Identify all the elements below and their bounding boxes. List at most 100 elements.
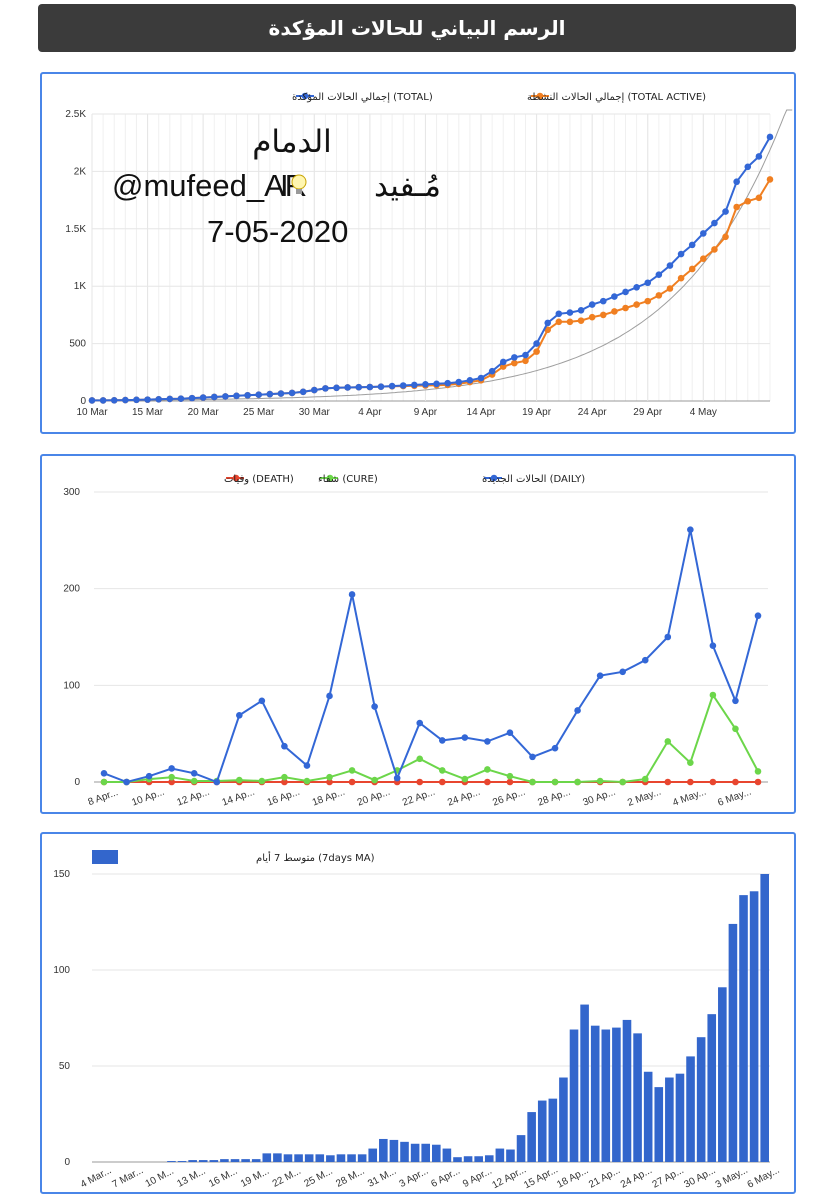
- x-tick-label: 10 M...: [144, 1166, 176, 1190]
- cure-series-point: [236, 776, 243, 784]
- x-tick-label: 9 Apr...: [461, 1166, 494, 1190]
- total-series-point: [455, 378, 463, 386]
- total-series-point: [366, 383, 374, 391]
- ma-bar: [527, 1112, 536, 1162]
- ma-bar: [177, 1161, 187, 1162]
- ma-bar: [696, 1037, 706, 1162]
- x-tick-label: 8 Apr...: [87, 787, 120, 808]
- legend-death-label: (DEATH) وفيات: [224, 474, 294, 485]
- daily-series-point: [619, 668, 626, 676]
- y-tick-label: 300: [63, 487, 80, 498]
- x-tick-label: 4 Apr: [358, 407, 382, 418]
- ma-bar: [304, 1154, 314, 1162]
- daily-series-point: [416, 719, 424, 727]
- ma-bar: [728, 923, 738, 1162]
- ma-bar: [432, 1144, 441, 1162]
- active-series-point: [688, 265, 696, 273]
- y-tick-label: 100: [53, 965, 70, 976]
- total-series-point: [766, 133, 774, 141]
- x-tick-label: 12 Apr...: [490, 1164, 528, 1191]
- ma-bar: [389, 1139, 399, 1162]
- x-tick-label: 14 Apr: [467, 407, 497, 418]
- total-series-point: [377, 383, 385, 390]
- total-series-point: [244, 391, 251, 399]
- daily-series-point: [145, 772, 153, 780]
- ma-bar: [347, 1154, 356, 1162]
- active-series-point: [599, 311, 607, 319]
- ma-bar: [251, 1159, 261, 1162]
- cure-series-point: [551, 778, 559, 786]
- x-tick-label: 19 M...: [239, 1166, 271, 1190]
- total-series-point: [122, 396, 129, 404]
- ma-bar: [506, 1149, 515, 1162]
- legend-cure-label: (CURE) شفاء: [318, 474, 378, 485]
- ma-bar: [643, 1071, 653, 1162]
- active-series-point: [700, 255, 707, 262]
- death-series-point: [416, 778, 424, 786]
- cure-series-point: [303, 777, 311, 785]
- total-series-point: [199, 394, 207, 401]
- ma-bar: [463, 1156, 473, 1162]
- x-tick-label: 4 May: [690, 407, 717, 418]
- daily-series-point: [371, 703, 378, 710]
- ma-bar: [209, 1160, 219, 1162]
- daily-series-point: [190, 770, 198, 777]
- legend-ma-swatch: [92, 850, 118, 864]
- death-series-point: [438, 778, 446, 786]
- cure-series-point: [732, 725, 739, 733]
- legend-active-dot: [536, 92, 544, 100]
- ma-bar: [198, 1160, 208, 1162]
- total-series-point: [499, 358, 507, 366]
- y-tick-label: 2.5K: [65, 109, 86, 120]
- cure-series-point: [529, 778, 536, 786]
- ma-bar: [379, 1138, 388, 1162]
- ma-bar: [559, 1077, 568, 1162]
- total-series-point: [588, 301, 596, 308]
- x-tick-label: 6 May...: [716, 787, 752, 809]
- ma-bar: [336, 1154, 346, 1162]
- total-series-point: [488, 367, 496, 375]
- x-tick-label: 20 Mar: [188, 407, 220, 418]
- x-tick-label: 6 May...: [746, 1165, 782, 1191]
- y-tick-label: 2K: [74, 166, 87, 177]
- active-series-point: [544, 326, 552, 334]
- x-tick-label: 24 Ap...: [619, 1165, 654, 1191]
- cure-series-point: [326, 773, 333, 781]
- daily-series-point: [596, 672, 604, 679]
- total-series-point: [755, 153, 763, 160]
- ma-bar: [326, 1155, 335, 1162]
- x-tick-label: 24 Apr: [578, 407, 608, 418]
- total-series-point: [177, 395, 185, 403]
- active-series-point: [755, 194, 763, 202]
- total-series-point: [388, 382, 396, 390]
- total-series-point: [110, 397, 118, 404]
- x-tick-label: 22 M...: [271, 1166, 303, 1190]
- ma-bar: [749, 891, 759, 1162]
- daily-series-point: [236, 712, 243, 719]
- cure-series-point: [619, 778, 626, 786]
- cure-series-point: [754, 768, 762, 775]
- total-series-point: [611, 293, 618, 300]
- legend-total-dot: [301, 92, 309, 100]
- y-tick-label: 150: [53, 869, 70, 880]
- daily-series-point: [664, 633, 672, 641]
- daily-series-point: [326, 692, 333, 700]
- ma-bar: [410, 1143, 420, 1162]
- x-tick-label: 30 Ap...: [581, 787, 617, 809]
- ma-bar: [357, 1154, 367, 1162]
- daily-series-point: [213, 778, 221, 786]
- x-tick-label: 16 Ap...: [266, 787, 302, 809]
- cure-series-point: [348, 767, 356, 774]
- moving-average-chart-panel: 0 50 100 150 4 Mar... 7 Mar... 10 M... 13 M... 1…: [40, 832, 796, 1194]
- death-series-point: [484, 778, 491, 786]
- total-series-point: [533, 340, 540, 347]
- x-tick-label: 4 May...: [671, 787, 707, 809]
- total-series-point: [288, 389, 296, 397]
- legend-death-dot: [232, 474, 240, 482]
- x-tick-label: 3 Apr...: [398, 1166, 431, 1190]
- ma-bar: [442, 1148, 452, 1162]
- ma-bar: [760, 874, 769, 1162]
- death-series-point: [709, 778, 717, 786]
- cure-series-point: [190, 777, 198, 785]
